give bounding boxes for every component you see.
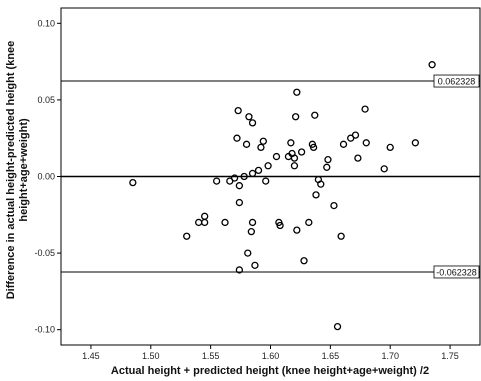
data-point <box>354 154 362 162</box>
x-tick-label: 1.45 <box>82 351 100 361</box>
data-point <box>129 178 137 187</box>
data-point <box>351 131 360 139</box>
x-axis-ticks: 1.45 1.50 1.55 1.60 1.65 1.70 1.75 <box>82 345 459 361</box>
reference-label-box <box>433 265 480 279</box>
x-tick-label: 1.60 <box>262 351 280 361</box>
data-point <box>297 148 306 156</box>
x-tick-label: 1.70 <box>381 351 399 361</box>
data-point <box>244 249 252 257</box>
data-point <box>293 226 301 234</box>
y-axis-title-line-1: Difference in actual height-predicted he… <box>5 41 17 300</box>
data-point <box>233 134 241 142</box>
data-point <box>311 111 319 119</box>
data-point <box>257 143 265 152</box>
data-point <box>248 218 257 227</box>
data-point <box>248 119 257 127</box>
data-point <box>293 88 301 96</box>
data-point <box>272 152 281 161</box>
y-tick-label: -0.05 <box>34 248 55 258</box>
reference-label-box <box>433 74 480 88</box>
data-point <box>330 201 338 210</box>
data-point <box>362 139 370 147</box>
data-point <box>247 227 255 236</box>
data-point <box>248 169 257 178</box>
reference-label: -0.062328 <box>436 267 477 277</box>
data-point <box>300 257 308 265</box>
data-point <box>262 177 270 185</box>
data-point <box>254 166 263 175</box>
reference-lines: 0.062328 -0.062328 <box>61 74 480 279</box>
data-point <box>291 113 300 121</box>
data-point <box>386 143 394 152</box>
data-point <box>380 165 388 173</box>
data-point <box>290 154 299 162</box>
x-tick-label: 1.55 <box>202 351 220 361</box>
data-point <box>312 191 320 199</box>
data-point <box>337 232 345 240</box>
data-point <box>235 198 244 207</box>
data-point <box>235 182 244 190</box>
y-tick-label: 0.00 <box>37 172 55 182</box>
reference-label: 0.062328 <box>438 77 476 87</box>
data-point <box>339 140 348 148</box>
data-point <box>317 180 325 188</box>
data-points <box>129 61 436 331</box>
data-point <box>230 174 239 182</box>
data-point <box>305 218 313 227</box>
y-tick-label: -0.10 <box>34 325 55 335</box>
data-point <box>411 139 420 147</box>
data-point <box>212 177 221 185</box>
y-tick-label: 0.10 <box>37 18 55 28</box>
data-point <box>201 218 209 227</box>
data-point <box>290 162 299 170</box>
data-point <box>276 221 284 230</box>
x-tick-label: 1.65 <box>322 351 340 361</box>
data-point <box>240 172 248 181</box>
data-point <box>234 106 242 115</box>
x-tick-label: 1.50 <box>142 351 160 361</box>
y-axis-title: Difference in actual height-predicted he… <box>5 41 30 300</box>
data-point <box>309 143 318 152</box>
data-point <box>324 155 332 164</box>
data-point <box>287 139 295 147</box>
data-point <box>245 113 253 121</box>
data-point <box>259 137 267 145</box>
data-point <box>235 266 244 274</box>
x-tick-label: 1.75 <box>441 351 459 361</box>
y-axis-ticks: 0.10 0.05 0.00 -0.05 -0.10 <box>34 18 61 335</box>
data-point <box>264 162 272 170</box>
data-point <box>323 163 331 171</box>
data-point <box>242 140 251 148</box>
data-point <box>251 261 259 269</box>
data-point <box>428 61 436 69</box>
data-point <box>183 232 191 240</box>
data-point <box>333 322 342 331</box>
data-point <box>221 218 229 227</box>
x-axis-title: Actual height + predicted height (knee h… <box>111 365 429 377</box>
data-point <box>361 105 369 113</box>
y-tick-label: 0.05 <box>37 95 55 105</box>
y-axis-title-line-2: height+age+weight) <box>18 118 30 222</box>
